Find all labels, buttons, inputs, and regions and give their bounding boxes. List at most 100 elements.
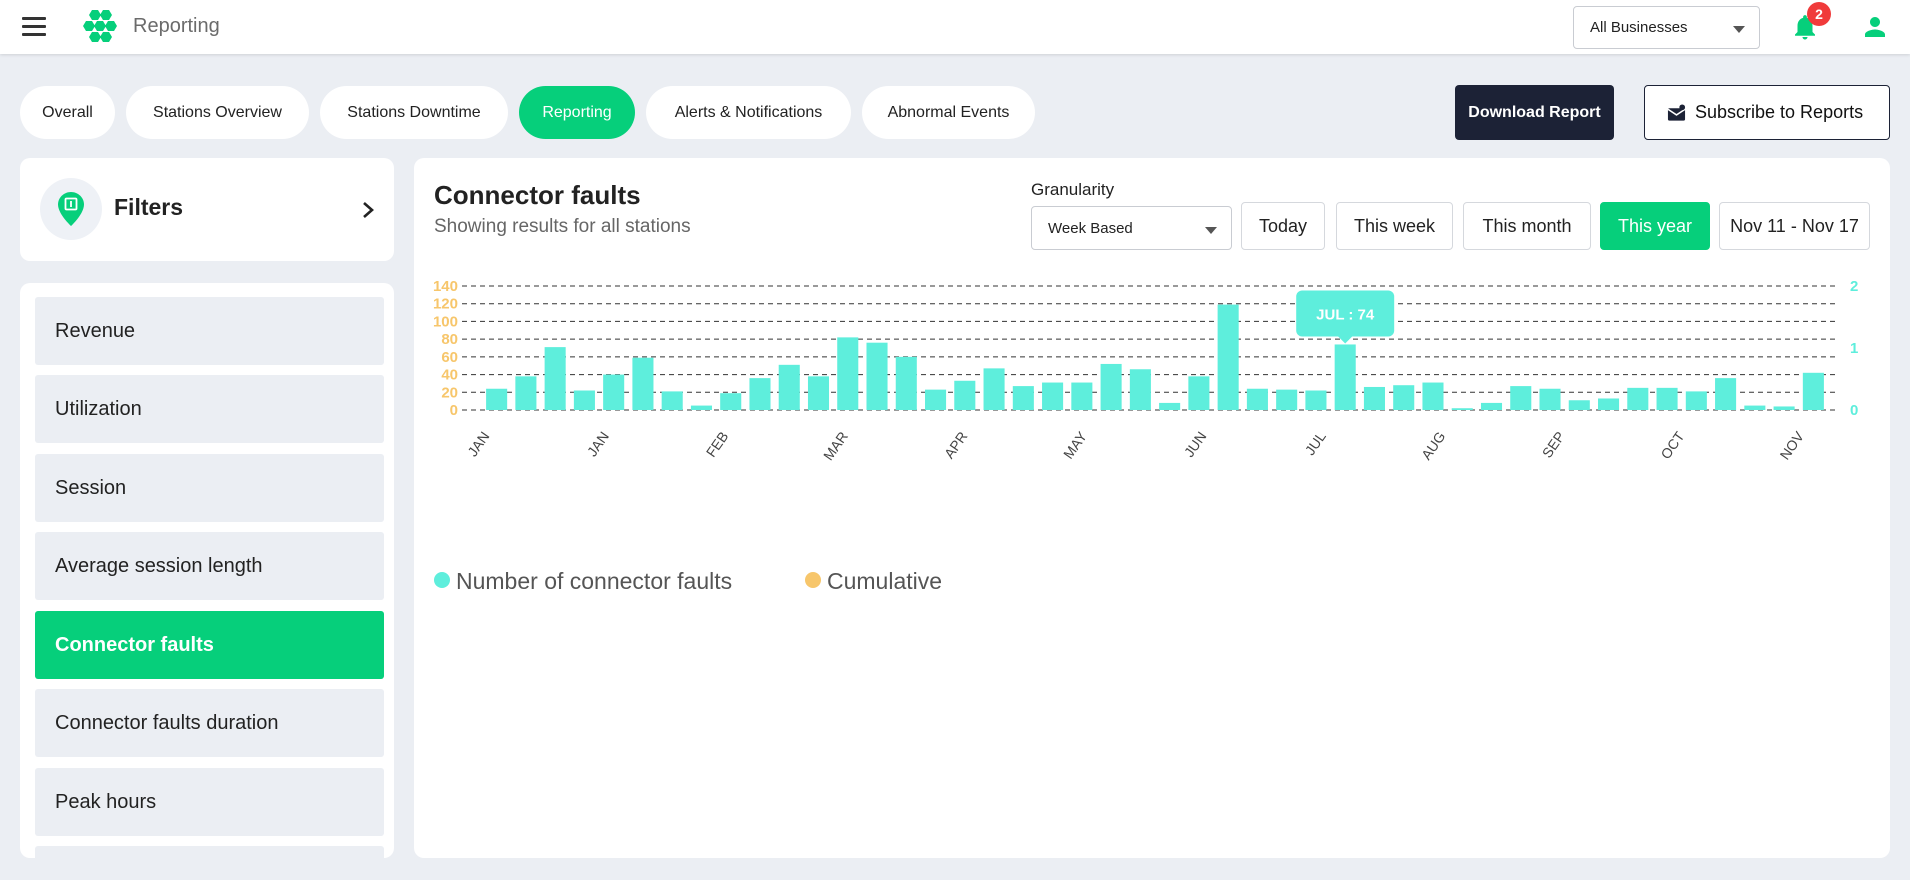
y2-tick-label: 1 xyxy=(1850,340,1858,357)
subscribe-reports-button[interactable]: Subscribe to Reports xyxy=(1644,85,1890,140)
range-this-year-button[interactable]: This year xyxy=(1600,202,1710,250)
tab-overall[interactable]: Overall xyxy=(20,86,115,139)
bar xyxy=(778,364,800,410)
x-tick-label: SEP xyxy=(1539,429,1568,461)
report-item-connector-faults-duration[interactable]: Connector faults duration xyxy=(35,689,384,757)
menu-icon[interactable] xyxy=(22,17,46,37)
y2-tick-label: 0 xyxy=(1850,402,1858,419)
bar xyxy=(1217,304,1239,410)
bar xyxy=(1012,386,1034,410)
bar xyxy=(1598,398,1620,410)
report-item-peak-hours[interactable]: Peak hours xyxy=(35,768,384,836)
bar xyxy=(486,388,508,410)
granularity-label: Granularity xyxy=(1031,180,1115,199)
y-tick-label: 40 xyxy=(441,367,458,384)
bar xyxy=(1656,387,1678,410)
bar xyxy=(1715,378,1737,410)
filters-title: Filters xyxy=(114,194,184,220)
legend-label-cumulative: Cumulative xyxy=(827,568,943,594)
report-item-session[interactable]: Session xyxy=(35,454,384,522)
granularity-select[interactable]: Week Based xyxy=(1031,206,1232,250)
bar xyxy=(1539,388,1561,410)
app-title: Reporting xyxy=(133,15,220,37)
tab-alerts-notifications[interactable]: Alerts & Notifications xyxy=(646,86,851,139)
tab-stations-overview[interactable]: Stations Overview xyxy=(126,86,309,139)
bar xyxy=(1159,402,1181,410)
x-tick-label: JUN xyxy=(1181,429,1210,460)
chevron-right-icon[interactable] xyxy=(360,198,376,222)
report-title: Connector faults xyxy=(434,180,641,210)
x-tick-label: FEB xyxy=(703,429,732,460)
download-report-button[interactable]: Download Report xyxy=(1455,85,1614,140)
bar xyxy=(1510,386,1532,410)
notification-badge: 2 xyxy=(1807,2,1831,26)
bar xyxy=(1685,391,1707,410)
y-tick-label: 60 xyxy=(441,349,458,366)
y-tick-label: 0 xyxy=(450,402,458,419)
x-tick-label: NOV xyxy=(1776,428,1807,463)
bar xyxy=(749,378,771,410)
y-tick-label: 100 xyxy=(433,313,458,330)
caret-down-icon xyxy=(1205,227,1217,234)
y-tick-label: 80 xyxy=(441,331,458,348)
x-tick-label: JAN xyxy=(584,429,612,460)
bar xyxy=(895,356,917,410)
report-item-partial[interactable] xyxy=(35,846,384,858)
top-bar: Reporting All Businesses 2 xyxy=(0,0,1910,54)
business-select[interactable]: All Businesses xyxy=(1573,6,1760,49)
range-this-week-button[interactable]: This week xyxy=(1336,202,1453,250)
bar xyxy=(1480,402,1503,410)
bar xyxy=(720,393,742,410)
x-tick-label: JUL xyxy=(1302,428,1330,458)
x-tick-label: APR xyxy=(941,429,971,462)
bar xyxy=(1627,387,1649,410)
bar xyxy=(1773,406,1795,410)
bar xyxy=(632,357,654,410)
bar xyxy=(1042,382,1064,410)
report-item-utilization[interactable]: Utilization xyxy=(35,375,384,443)
bar xyxy=(837,337,859,410)
x-tick-label: MAR xyxy=(820,429,851,464)
bar xyxy=(1071,382,1093,410)
report-panel: Connector faults Showing results for all… xyxy=(414,158,1890,858)
legend-dot-icon xyxy=(434,572,450,588)
bar xyxy=(1393,385,1415,410)
x-tick-label: MAY xyxy=(1060,428,1090,462)
tab-stations-downtime[interactable]: Stations Downtime xyxy=(320,86,508,139)
bar xyxy=(1802,372,1824,410)
y-tick-label: 20 xyxy=(441,384,458,401)
bar xyxy=(1129,369,1151,410)
legend-label-faults: Number of connector faults xyxy=(456,568,733,594)
legend-item-faults[interactable]: Number of connector faults xyxy=(434,568,732,595)
report-item-connector-faults[interactable]: Connector faults xyxy=(35,611,384,679)
bar xyxy=(573,390,595,410)
bar xyxy=(1246,388,1268,410)
range-this-month-button[interactable]: This month xyxy=(1463,202,1591,250)
bar xyxy=(515,376,537,410)
bar xyxy=(603,374,625,410)
bar xyxy=(925,389,947,410)
bar xyxy=(1422,382,1444,410)
y-tick-label: 140 xyxy=(433,278,458,295)
user-icon[interactable] xyxy=(1860,12,1890,42)
bar xyxy=(983,368,1005,410)
filters-card[interactable]: Filters xyxy=(20,158,394,261)
date-range-button[interactable]: Nov 11 - Nov 17 xyxy=(1719,202,1870,250)
bar xyxy=(1276,389,1298,410)
logo-icon xyxy=(83,10,117,42)
report-item-average-session-length[interactable]: Average session length xyxy=(35,532,384,600)
mail-icon xyxy=(1667,104,1686,121)
filter-location-icon xyxy=(40,178,102,240)
x-tick-label: OCT xyxy=(1657,428,1687,462)
tab-reporting[interactable]: Reporting xyxy=(519,86,635,139)
range-today-button[interactable]: Today xyxy=(1241,202,1325,250)
x-tick-label: JAN xyxy=(464,429,492,460)
legend-item-cumulative[interactable]: Cumulative xyxy=(805,568,942,595)
tab-abnormal-events[interactable]: Abnormal Events xyxy=(862,86,1035,139)
report-item-revenue[interactable]: Revenue xyxy=(35,297,384,365)
bar xyxy=(1363,386,1385,410)
bar xyxy=(954,380,976,410)
tooltip-box xyxy=(1296,290,1395,337)
bar xyxy=(690,405,712,410)
